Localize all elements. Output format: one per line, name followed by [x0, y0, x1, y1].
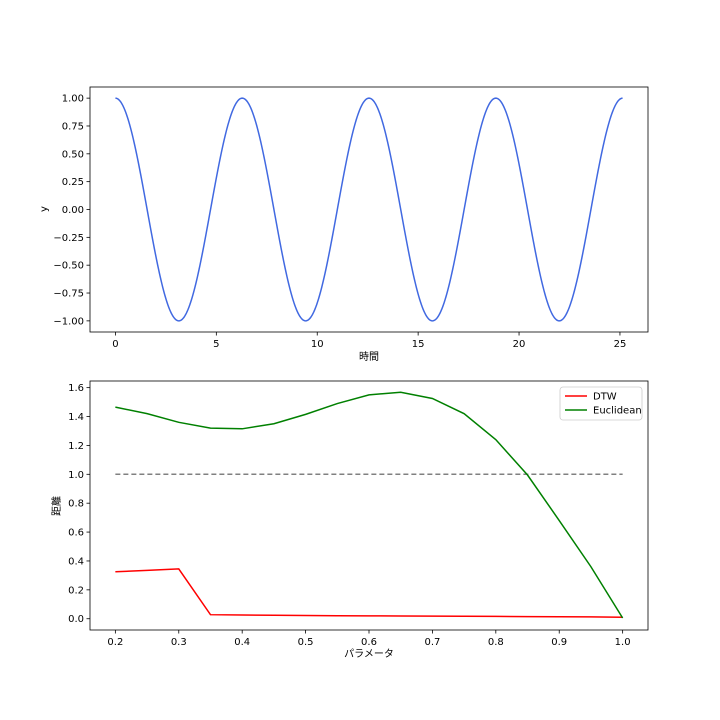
- y-tick-label: 0.25: [62, 177, 84, 188]
- legend: DTW Euclidean: [559, 386, 643, 421]
- y-tick-label: 0.50: [62, 149, 84, 160]
- x-tick-label: 0.3: [171, 637, 187, 648]
- x-tick-label: 0.9: [551, 637, 567, 648]
- top-y-axis-ticks: 1.00 0.75 0.50 0.25 0.00 −0.25 −0.50 −0.75 −1.00: [53, 94, 90, 327]
- x-tick-label: 0.5: [298, 637, 314, 648]
- x-tick-label: 1.0: [615, 637, 631, 648]
- y-tick-label: 0.6: [68, 528, 84, 539]
- bottom-plot-series-layer: [115, 391, 624, 619]
- y-tick-label: 0.2: [68, 585, 84, 596]
- x-tick-label: 0.7: [424, 637, 440, 648]
- bottom-y-axis-ticks: 0.0 0.2 0.4 0.6 0.8 1.0 1.2 1.4 1.6: [68, 383, 90, 625]
- x-tick-label: 0.8: [488, 637, 504, 648]
- y-tick-label: 1.00: [62, 94, 84, 105]
- top-x-axis-label: 時間: [359, 351, 379, 363]
- top-cosine-plot: 0 5 10 15 20 25 1.00 0.75 0.50 0.25 0.00 −0.25 −0.5…: [39, 86, 649, 363]
- y-tick-label: 0.75: [62, 121, 84, 132]
- top-x-axis-ticks: 0 5 10 15 20 25: [112, 332, 626, 350]
- x-tick-label: 20: [513, 339, 526, 350]
- top-plot-series-layer: [115, 97, 623, 322]
- bottom-x-axis-label: パラメータ: [344, 648, 394, 660]
- y-tick-label: −1.00: [53, 316, 84, 327]
- y-tick-label: −0.50: [53, 261, 84, 272]
- x-tick-label: 25: [614, 339, 627, 350]
- bottom-y-axis-label: 距離: [50, 496, 63, 516]
- x-tick-label: 10: [311, 339, 324, 350]
- legend-label-euclidean: Euclidean: [593, 406, 642, 417]
- bottom-distance-plot: 0.2 0.3 0.4 0.5 0.6 0.7 0.8 0.9 1.0 0.0 0.2 0.4 0.6…: [50, 380, 649, 660]
- series-line-euclidean: [115, 391, 624, 619]
- x-tick-label: 0: [112, 339, 118, 350]
- bottom-x-axis-ticks: 0.2 0.3 0.4 0.5 0.6 0.7 0.8 0.9 1.0: [107, 630, 631, 648]
- x-tick-label: 5: [213, 339, 219, 350]
- y-tick-label: 0.0: [68, 614, 84, 625]
- y-tick-label: 0.8: [68, 499, 84, 510]
- y-tick-label: 1.4: [68, 412, 84, 423]
- legend-label-dtw: DTW: [593, 392, 617, 403]
- x-tick-label: 0.4: [234, 637, 250, 648]
- x-tick-label: 15: [412, 339, 425, 350]
- y-tick-label: −0.25: [53, 233, 84, 244]
- y-tick-label: 0.00: [62, 205, 84, 216]
- x-tick-label: 0.2: [107, 637, 123, 648]
- y-tick-label: 1.6: [68, 383, 84, 394]
- top-y-axis-label: y: [39, 206, 50, 212]
- y-tick-label: −0.75: [53, 289, 84, 300]
- series-line-dtw: [115, 568, 623, 619]
- y-tick-label: 0.4: [68, 556, 84, 567]
- y-tick-label: 1.0: [68, 470, 84, 481]
- y-tick-label: 1.2: [68, 441, 84, 452]
- cosine-series-line: [115, 97, 623, 322]
- x-tick-label: 0.6: [361, 637, 377, 648]
